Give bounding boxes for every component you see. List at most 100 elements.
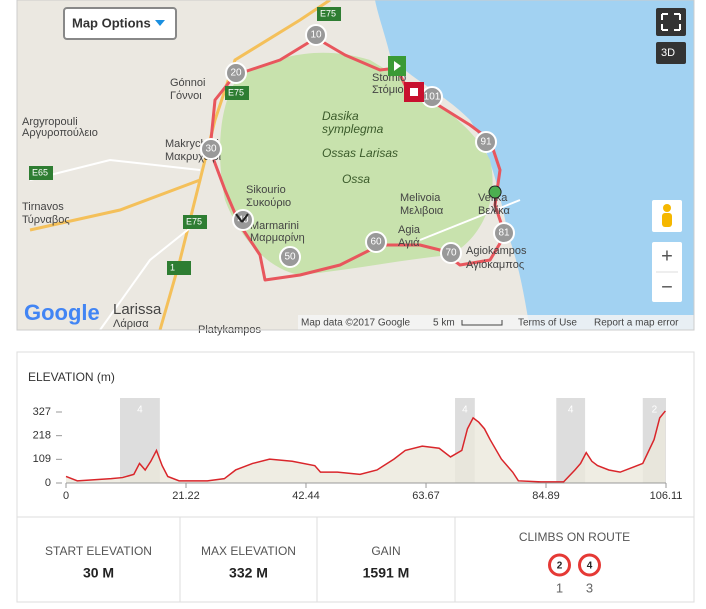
map-options-button[interactable] xyxy=(63,7,177,40)
view-3d-label: 3D xyxy=(661,47,675,59)
scale-label: 5 km xyxy=(433,318,455,329)
y-tick-label: 218 xyxy=(33,430,51,442)
place-label: Μαρμαρίνη xyxy=(250,232,305,244)
climb-category: 4 xyxy=(587,561,593,572)
climb-label: 2 xyxy=(652,405,658,416)
climb-category: 2 xyxy=(557,561,563,572)
place-label: Τύρναβος xyxy=(22,214,70,226)
fullscreen-button[interactable] xyxy=(656,8,686,36)
place-label: symplegma xyxy=(322,122,384,136)
climbs-label: CLIMBS ON ROUTE xyxy=(519,530,630,544)
elevation-area xyxy=(66,410,666,483)
x-tick-label: 0 xyxy=(63,490,69,502)
zoom-out[interactable]: − xyxy=(661,276,673,298)
road-label: E65 xyxy=(32,167,48,177)
place-label: Αγιόκαμπος xyxy=(466,259,524,271)
x-tick-label: 63.67 xyxy=(412,490,440,502)
x-tick-label: 42.44 xyxy=(292,490,320,502)
place-label: Agia xyxy=(398,224,421,236)
pin xyxy=(488,185,502,213)
road-shield xyxy=(225,86,249,100)
google-logo: Google xyxy=(24,300,100,325)
place-label: Marmarini xyxy=(250,220,299,232)
climb-badge xyxy=(578,553,601,577)
distance-marker xyxy=(200,138,222,160)
pin xyxy=(235,213,249,223)
map-options-label: Map Options xyxy=(72,15,151,30)
place-label: Agiokampos xyxy=(466,245,527,257)
stat-label: MAX ELEVATION xyxy=(201,544,296,558)
sea xyxy=(375,0,694,330)
place-label: Dasika xyxy=(322,109,359,123)
elevation-line xyxy=(65,410,666,483)
place-label: Larissa xyxy=(113,301,162,318)
distance-label: 81 xyxy=(498,228,510,239)
place-label: Στόμιο xyxy=(372,84,404,96)
climb-label: 4 xyxy=(137,405,143,416)
place-label: Melivoia xyxy=(400,192,441,204)
distance-marker xyxy=(493,222,515,244)
road-shield xyxy=(183,215,207,229)
scale-bar xyxy=(461,320,503,326)
forest xyxy=(220,52,493,276)
y-tick-label: 327 xyxy=(33,406,51,418)
zoom-in[interactable]: + xyxy=(661,245,673,267)
highway xyxy=(29,0,331,232)
road-shield xyxy=(29,166,53,180)
road-shield xyxy=(317,7,341,21)
climb-count: 3 xyxy=(586,580,593,595)
place-label: Tirnavos xyxy=(22,201,64,213)
road-label: E75 xyxy=(228,87,244,97)
fullscreen-icon xyxy=(661,13,681,31)
place-label: Γόννοι xyxy=(170,90,202,102)
x-tick-label: 106.11 xyxy=(650,490,683,502)
attribution-bar xyxy=(298,315,694,330)
attribution: Map data ©2017 Google xyxy=(301,318,411,329)
distance-marker xyxy=(305,24,327,46)
road xyxy=(29,158,521,331)
distance-marker xyxy=(475,131,497,153)
place-label: Βελίκα xyxy=(478,205,511,217)
elevation-panel xyxy=(16,351,695,518)
stats: START ELEVATION 30 M MAX ELEVATION 332 M GAI… xyxy=(45,517,630,602)
distance-label: 60 xyxy=(370,237,382,248)
road-label: E75 xyxy=(186,216,202,226)
climb-label: 4 xyxy=(568,405,574,416)
finish-icon xyxy=(410,88,418,96)
elevation-title: ELEVATION (m) xyxy=(28,370,115,384)
climb-label: 4 xyxy=(462,405,468,416)
stat-value: 332 M xyxy=(229,565,268,581)
road-label: 1 xyxy=(170,262,175,272)
distance-marker xyxy=(225,62,247,84)
place-label: Ossa xyxy=(342,172,370,186)
stat-label: GAIN xyxy=(371,544,400,558)
distance-label: 20 xyxy=(230,68,242,79)
pegman-head xyxy=(663,204,671,212)
distance-marker xyxy=(440,242,462,264)
place-label: Ossas Larisas xyxy=(322,146,398,160)
place-label: Μελιβοια xyxy=(400,205,444,217)
place-label: Αργυροπούλειο xyxy=(22,127,98,139)
place-label: Sikourio xyxy=(246,184,286,196)
distance-label: 70 xyxy=(445,248,457,259)
y-tick-label: 0 xyxy=(45,477,51,489)
distance-label: 50 xyxy=(284,252,296,263)
distance-marker xyxy=(279,246,301,268)
distance-label: 10 xyxy=(310,30,322,41)
climb-badge xyxy=(548,553,571,577)
dropdown-arrow xyxy=(155,20,165,26)
distance-label: 91 xyxy=(480,137,492,148)
place-label: Αγιά xyxy=(398,237,420,249)
x-tick-label: 84.89 xyxy=(532,490,560,502)
elevation-chart: 4 4 4 2 0 109 218 327 0 21.22 42.44 63.67 84.89 106.1… xyxy=(33,398,683,502)
terms-link[interactable]: Terms of Use xyxy=(518,318,577,329)
map-frame xyxy=(16,0,695,331)
view-3d-button[interactable] xyxy=(656,42,686,64)
stat-label: START ELEVATION xyxy=(45,544,152,558)
report-link[interactable]: Report a map error xyxy=(594,318,679,329)
climb-count: 1 xyxy=(556,580,563,595)
start-icon xyxy=(394,61,401,71)
